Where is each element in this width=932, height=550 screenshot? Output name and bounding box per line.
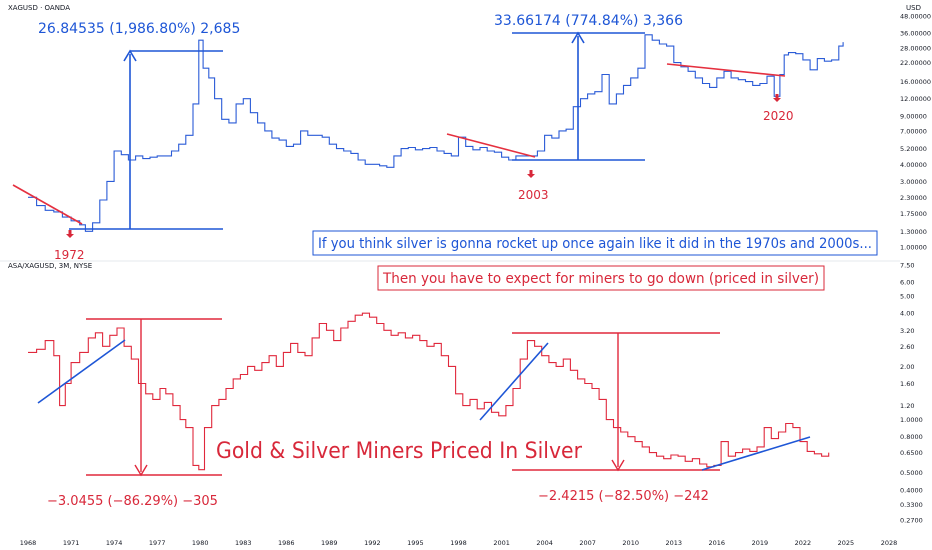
bottom-y-tick-label: 7.50 — [900, 262, 914, 270]
bottom-y-tick-label: 0.4000 — [900, 486, 923, 494]
up-arrow-marker-1972-icon — [66, 230, 74, 238]
downtrend-line-2000s[interactable] — [446, 133, 536, 158]
x-tick-label: 1995 — [407, 539, 424, 547]
top-y-tick-label: 12.00000 — [900, 95, 931, 103]
banner-blue-box[interactable] — [312, 230, 878, 256]
top-y-tick-label: 1.00000 — [900, 244, 927, 252]
bottom-y-tick-label: 0.5000 — [900, 469, 923, 477]
x-tick-label: 2022 — [795, 539, 812, 547]
bottom-y-tick-label: 0.2700 — [900, 517, 923, 525]
x-tick-label: 1977 — [149, 539, 166, 547]
x-tick-label: 2019 — [752, 539, 769, 547]
uptrend-line-bottom-1970s[interactable] — [37, 339, 126, 404]
x-tick-label: 2001 — [493, 539, 510, 547]
top-y-tick-label: 22.00000 — [900, 59, 931, 67]
x-tick-label: 2013 — [666, 539, 683, 547]
time-axis[interactable]: 1968 1971 1974 1977 1980 1983 1986 1989 1992 1995… — [20, 539, 898, 547]
x-tick-label: 1974 — [106, 539, 123, 547]
bottom-y-tick-label: 2.00 — [900, 363, 914, 371]
low-label-1972: 1972 — [54, 248, 85, 262]
low-label-2003: 2003 — [518, 188, 549, 202]
bottom-y-tick-label: 0.3300 — [900, 501, 923, 509]
banner-red-text: Then you have to expect for miners to go… — [382, 271, 819, 287]
x-tick-label: 2010 — [622, 539, 639, 547]
uptrend-line-bottom-2016[interactable] — [701, 436, 811, 471]
miners-ratio-series — [28, 312, 830, 471]
x-tick-label: 1992 — [364, 539, 381, 547]
top-pane-title: XAGUSD · OANDA — [8, 4, 70, 12]
x-tick-label: 2025 — [838, 539, 855, 547]
measure-label-bottom-2000s: −2.4215 (−82.50%) −242 — [538, 489, 709, 504]
low-label-2020: 2020 — [763, 109, 794, 123]
top-y-tick-label: 1.75000 — [900, 210, 927, 218]
measure-arrowhead-up-icon — [571, 31, 585, 44]
top-y-tick-label: 3.00000 — [900, 178, 927, 186]
downtrend-line-1970s[interactable] — [12, 184, 83, 225]
top-y-tick-label: 4.00000 — [900, 161, 927, 169]
bottom-y-tick-label: 0.8000 — [900, 433, 923, 441]
x-tick-label: 2004 — [536, 539, 553, 547]
x-tick-label: 1986 — [278, 539, 295, 547]
top-y-tick-label: 5.20000 — [900, 145, 927, 153]
top-y-tick-label: 9.00000 — [900, 112, 927, 120]
banner-blue-text: If you think silver is gonna rocket up o… — [318, 236, 872, 252]
top-y-tick-label: 16.00000 — [900, 78, 931, 86]
measure-arrowhead-down-icon — [611, 459, 625, 472]
up-arrow-marker-2003-icon — [527, 170, 535, 178]
headline-text: Gold & Silver Miners Priced In Silver — [216, 439, 583, 464]
measure-label-1970s: 26.84535 (1,986.80%) 2,685 — [38, 21, 240, 37]
banner-red-box[interactable] — [377, 265, 825, 291]
top-y-tick-label: 36.00000 — [900, 30, 931, 38]
bottom-y-tick-label: 3.20 — [900, 327, 914, 335]
top-y-tick-label: 48.00000 — [900, 13, 931, 21]
silver-price-series — [28, 34, 844, 232]
bottom-y-tick-label: 1.20 — [900, 402, 914, 410]
measure-arrowhead-down-icon — [134, 464, 148, 477]
bottom-y-tick-label: 5.00 — [900, 293, 914, 301]
bottom-y-tick-label: 1.60 — [900, 380, 914, 388]
bottom-y-tick-label: 4.00 — [900, 310, 914, 318]
top-y-tick-label: 2.30000 — [900, 194, 927, 202]
top-y-tick-label: 28.00000 — [900, 45, 931, 53]
bottom-price-axis[interactable]: 7.50 6.00 5.00 4.00 3.20 2.60 2.00 1.60 1.20 1.00… — [900, 262, 923, 525]
top-series-line — [28, 34, 844, 232]
uptrend-line-bottom-2000s[interactable] — [479, 342, 549, 421]
bottom-y-tick-label: 2.60 — [900, 343, 914, 351]
x-tick-label: 1968 — [20, 539, 37, 547]
x-tick-label: 1989 — [321, 539, 338, 547]
top-y-tick-label: 7.00000 — [900, 127, 927, 135]
x-tick-label: 2007 — [579, 539, 596, 547]
measure-label-bottom-1970s: −3.0455 (−86.29%) −305 — [47, 494, 218, 509]
measure-arrowhead-up-icon — [123, 49, 137, 62]
x-tick-label: 1980 — [192, 539, 209, 547]
measure-label-2000s: 33.66174 (774.84%) 3,366 — [494, 13, 683, 29]
x-tick-label: 1971 — [63, 539, 80, 547]
downtrend-line-2020[interactable] — [666, 63, 786, 77]
bottom-y-tick-label: 6.00 — [900, 279, 914, 287]
up-arrow-marker-2020-icon — [773, 94, 781, 102]
bottom-y-tick-label: 0.6500 — [900, 449, 923, 457]
top-pane-unit: USD — [906, 4, 921, 12]
x-tick-label: 1998 — [450, 539, 467, 547]
top-price-axis[interactable]: 48.00000 36.00000 28.00000 22.00000 16.00000… — [900, 13, 931, 252]
bottom-series-line — [28, 312, 830, 471]
bottom-y-tick-label: 1.0000 — [900, 416, 923, 424]
bottom-pane-title: ASA/XAGUSD, 3M, NYSE — [8, 262, 92, 270]
top-y-tick-label: 1.30000 — [900, 228, 927, 236]
x-tick-label: 2016 — [709, 539, 726, 547]
x-tick-label: 2028 — [881, 539, 898, 547]
x-tick-label: 1983 — [235, 539, 252, 547]
